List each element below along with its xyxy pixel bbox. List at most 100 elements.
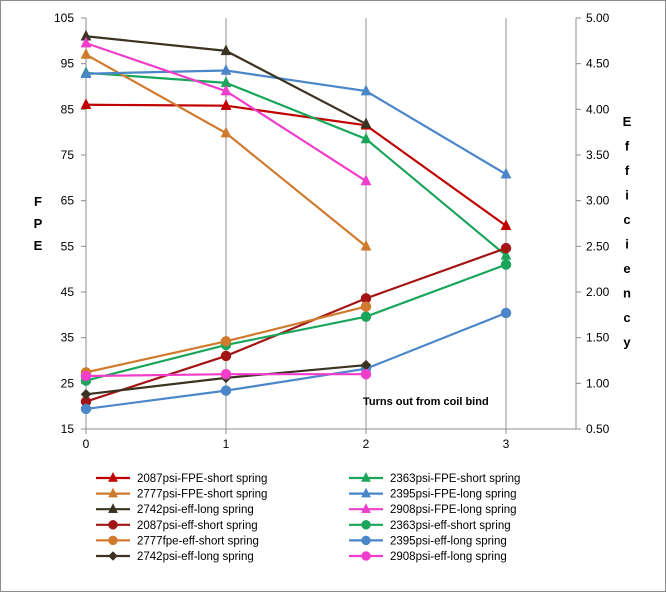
y-left-tick-label: 45 — [61, 285, 75, 299]
legend-item: 2908psi-FPE-long spring — [349, 503, 517, 516]
data-point — [220, 63, 232, 75]
data-point — [80, 370, 92, 382]
legend-label: 2742psi-eff-long spring — [137, 551, 254, 563]
y-left-tick-label: 105 — [54, 11, 74, 25]
legend-swatch-marker — [361, 471, 371, 482]
y-left-axis-title-letter: P — [34, 216, 43, 231]
series-3 — [80, 63, 512, 179]
data-point — [220, 44, 232, 56]
legend-swatch-marker — [108, 551, 118, 561]
y-left-axis-title-letter: F — [34, 194, 42, 209]
legend-item: 2363psi-FPE-short spring — [349, 471, 520, 485]
y-right-axis-title-letter: i — [625, 237, 629, 252]
x-tick-label: 3 — [503, 437, 510, 451]
y-left-axis-title-letter: E — [34, 238, 43, 253]
y-left-tick-label: 25 — [61, 376, 75, 390]
legend-item: 2742psi-eff-long spring — [96, 551, 254, 563]
y-right-tick-label: 2.00 — [586, 285, 610, 299]
x-tick-label: 1 — [223, 437, 230, 451]
legend-item: 2395psi-FPE-long spring — [349, 487, 517, 501]
series-2 — [80, 47, 372, 251]
data-point — [500, 242, 512, 254]
series-0 — [80, 98, 512, 231]
legend-item: 2395psi-eff-long spring — [349, 535, 507, 547]
x-axis-annotation: Turns out from coil bind — [363, 396, 489, 408]
legend-label: 2395psi-eff-long spring — [390, 535, 507, 547]
data-point — [360, 132, 372, 144]
legend-item: 2777psi-FPE-short spring — [96, 487, 267, 501]
series-line — [85, 69, 507, 176]
y-left-tick-label: 85 — [61, 102, 75, 116]
legend-swatch-marker — [361, 551, 371, 561]
series-layer — [80, 29, 512, 415]
legend-item: 2363psi-eff-short spring — [349, 520, 511, 532]
y-right-tick-label: 1.00 — [586, 376, 610, 390]
data-point — [360, 84, 372, 96]
legend-label: 2087psi-FPE-short spring — [137, 473, 267, 485]
legend-swatch-marker — [108, 471, 118, 482]
legend-item: 2908psi-eff-long spring — [349, 551, 507, 563]
y-right-tick-label: 1.50 — [586, 331, 610, 345]
y-right-tick-label: 3.00 — [586, 194, 610, 208]
legend-swatch-marker — [361, 503, 371, 513]
y-left-tick-label: 55 — [61, 239, 75, 253]
y-right-axis-title-letter: c — [623, 310, 630, 325]
axes-layer — [81, 17, 581, 434]
legend-label: 2363psi-FPE-short spring — [390, 473, 520, 485]
y-left-tick-label: 75 — [61, 148, 75, 162]
legend-item: 2087psi-FPE-short spring — [96, 471, 267, 485]
legend-label: 2087psi-eff-short spring — [137, 520, 258, 532]
series-8 — [80, 301, 372, 378]
y-left-tick-label: 15 — [61, 422, 75, 436]
y-right-tick-label: 4.50 — [586, 57, 610, 71]
y-right-tick-label: 0.50 — [586, 422, 610, 436]
y-right-axis-title-letter: c — [623, 212, 630, 227]
data-point — [500, 259, 512, 270]
data-point — [360, 239, 372, 251]
legend-swatch-marker — [361, 535, 371, 546]
data-point — [80, 67, 92, 78]
data-point — [220, 99, 232, 110]
data-point — [220, 368, 232, 380]
series-11 — [80, 368, 372, 382]
y-right-axis-title-letter: i — [625, 188, 629, 203]
series-5 — [80, 36, 372, 186]
data-point — [360, 174, 372, 186]
y-left-tick-label: 35 — [61, 331, 75, 345]
legend-label: 2363psi-eff-short spring — [390, 520, 511, 532]
data-point — [220, 126, 232, 138]
legend-label: 2777psi-FPE-short spring — [137, 489, 267, 501]
y-left-tick-label: 65 — [61, 194, 75, 208]
series-line — [85, 311, 507, 410]
y-right-axis-title-letter: e — [623, 261, 630, 276]
legend-swatch-marker — [108, 520, 118, 530]
data-point — [80, 388, 92, 400]
legend-label: 2742psi-eff-long spring — [137, 504, 254, 516]
data-point — [500, 167, 512, 179]
data-point — [80, 36, 92, 48]
ticks-layer: 15 25 35 45 55 65 75 85 95 105 0.50 1.00 1.50 2.00 2.5… — [54, 11, 610, 451]
y-right-tick-label: 3.50 — [586, 148, 610, 162]
y-left-tick-label: 95 — [61, 57, 75, 71]
data-point — [500, 219, 512, 231]
data-point — [80, 47, 92, 59]
legend-label: 2777fpe-eff-short spring — [137, 535, 259, 547]
legend-label: 2908psi-FPE-long spring — [390, 504, 517, 516]
data-point — [360, 368, 372, 380]
data-point — [220, 385, 232, 396]
data-point — [360, 301, 372, 312]
legend-swatch-marker — [108, 487, 118, 498]
series-line — [85, 71, 507, 257]
series-line — [85, 263, 507, 382]
legend-label: 2908psi-eff-long spring — [390, 551, 507, 563]
legend-swatch-marker — [361, 487, 371, 498]
y-right-axis-title-letter: f — [625, 163, 630, 178]
legend-label: 2395psi-FPE-long spring — [390, 489, 517, 501]
legend-swatch-marker — [361, 520, 371, 530]
series-4 — [80, 29, 372, 129]
data-point — [220, 336, 232, 347]
legend-item: 2777fpe-eff-short spring — [96, 535, 259, 547]
data-point — [360, 117, 372, 129]
